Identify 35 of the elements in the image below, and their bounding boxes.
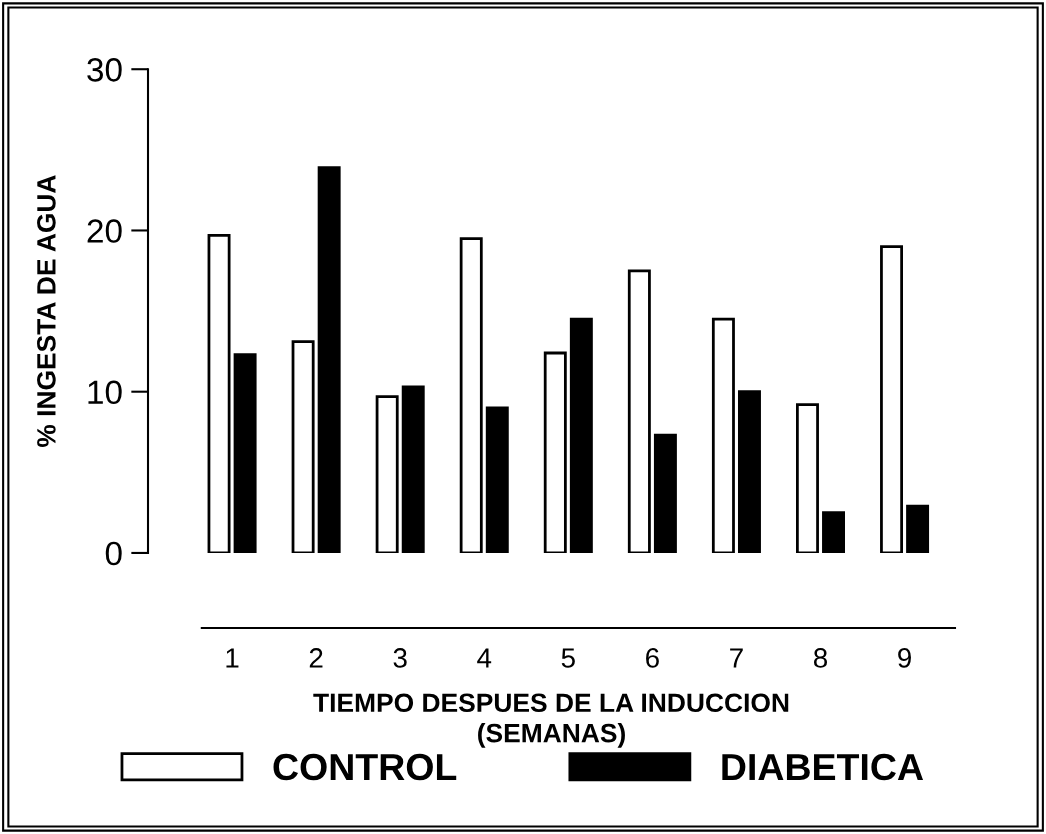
- y-tick-label: 0: [105, 541, 122, 566]
- bar: [822, 511, 846, 553]
- bar: [233, 353, 257, 553]
- y-tick-label: 30: [87, 58, 122, 82]
- x-tick-label: 4: [477, 648, 492, 668]
- bar: [401, 385, 425, 553]
- y-tick-label: 20: [87, 219, 122, 243]
- y-axis-title: % INGESTA DE AGUA: [37, 175, 56, 448]
- x-tick-label: 3: [393, 648, 407, 668]
- x-tick-label: 9: [898, 648, 911, 668]
- bar: [543, 351, 567, 553]
- bar: [711, 317, 735, 553]
- bar: [485, 406, 509, 553]
- bar: [737, 390, 761, 553]
- bar: [795, 403, 819, 553]
- bar: [291, 340, 315, 553]
- x-tick-label: 6: [646, 648, 659, 668]
- x-axis-title: TIEMPO DESPUES DE LA INDUCCION (SEMANAS): [313, 693, 789, 748]
- x-tick-label: 8: [813, 648, 828, 668]
- x-tick-label: 2: [309, 648, 323, 668]
- x-tick-label: 5: [561, 648, 575, 668]
- bar: [880, 245, 904, 553]
- legend-label: CONTROL: [273, 753, 457, 781]
- bar: [627, 269, 651, 553]
- x-tick-label: 7: [730, 648, 743, 668]
- bar: [653, 433, 677, 553]
- y-tick-label: 10: [88, 380, 122, 405]
- x-tick-label: 1: [226, 648, 239, 668]
- bar: [459, 237, 483, 553]
- legend-label: DIABETICA: [722, 753, 924, 781]
- bar: [207, 233, 231, 553]
- bar: [375, 395, 399, 553]
- bar: [569, 317, 593, 553]
- bar: [317, 166, 341, 553]
- bar: [906, 504, 930, 553]
